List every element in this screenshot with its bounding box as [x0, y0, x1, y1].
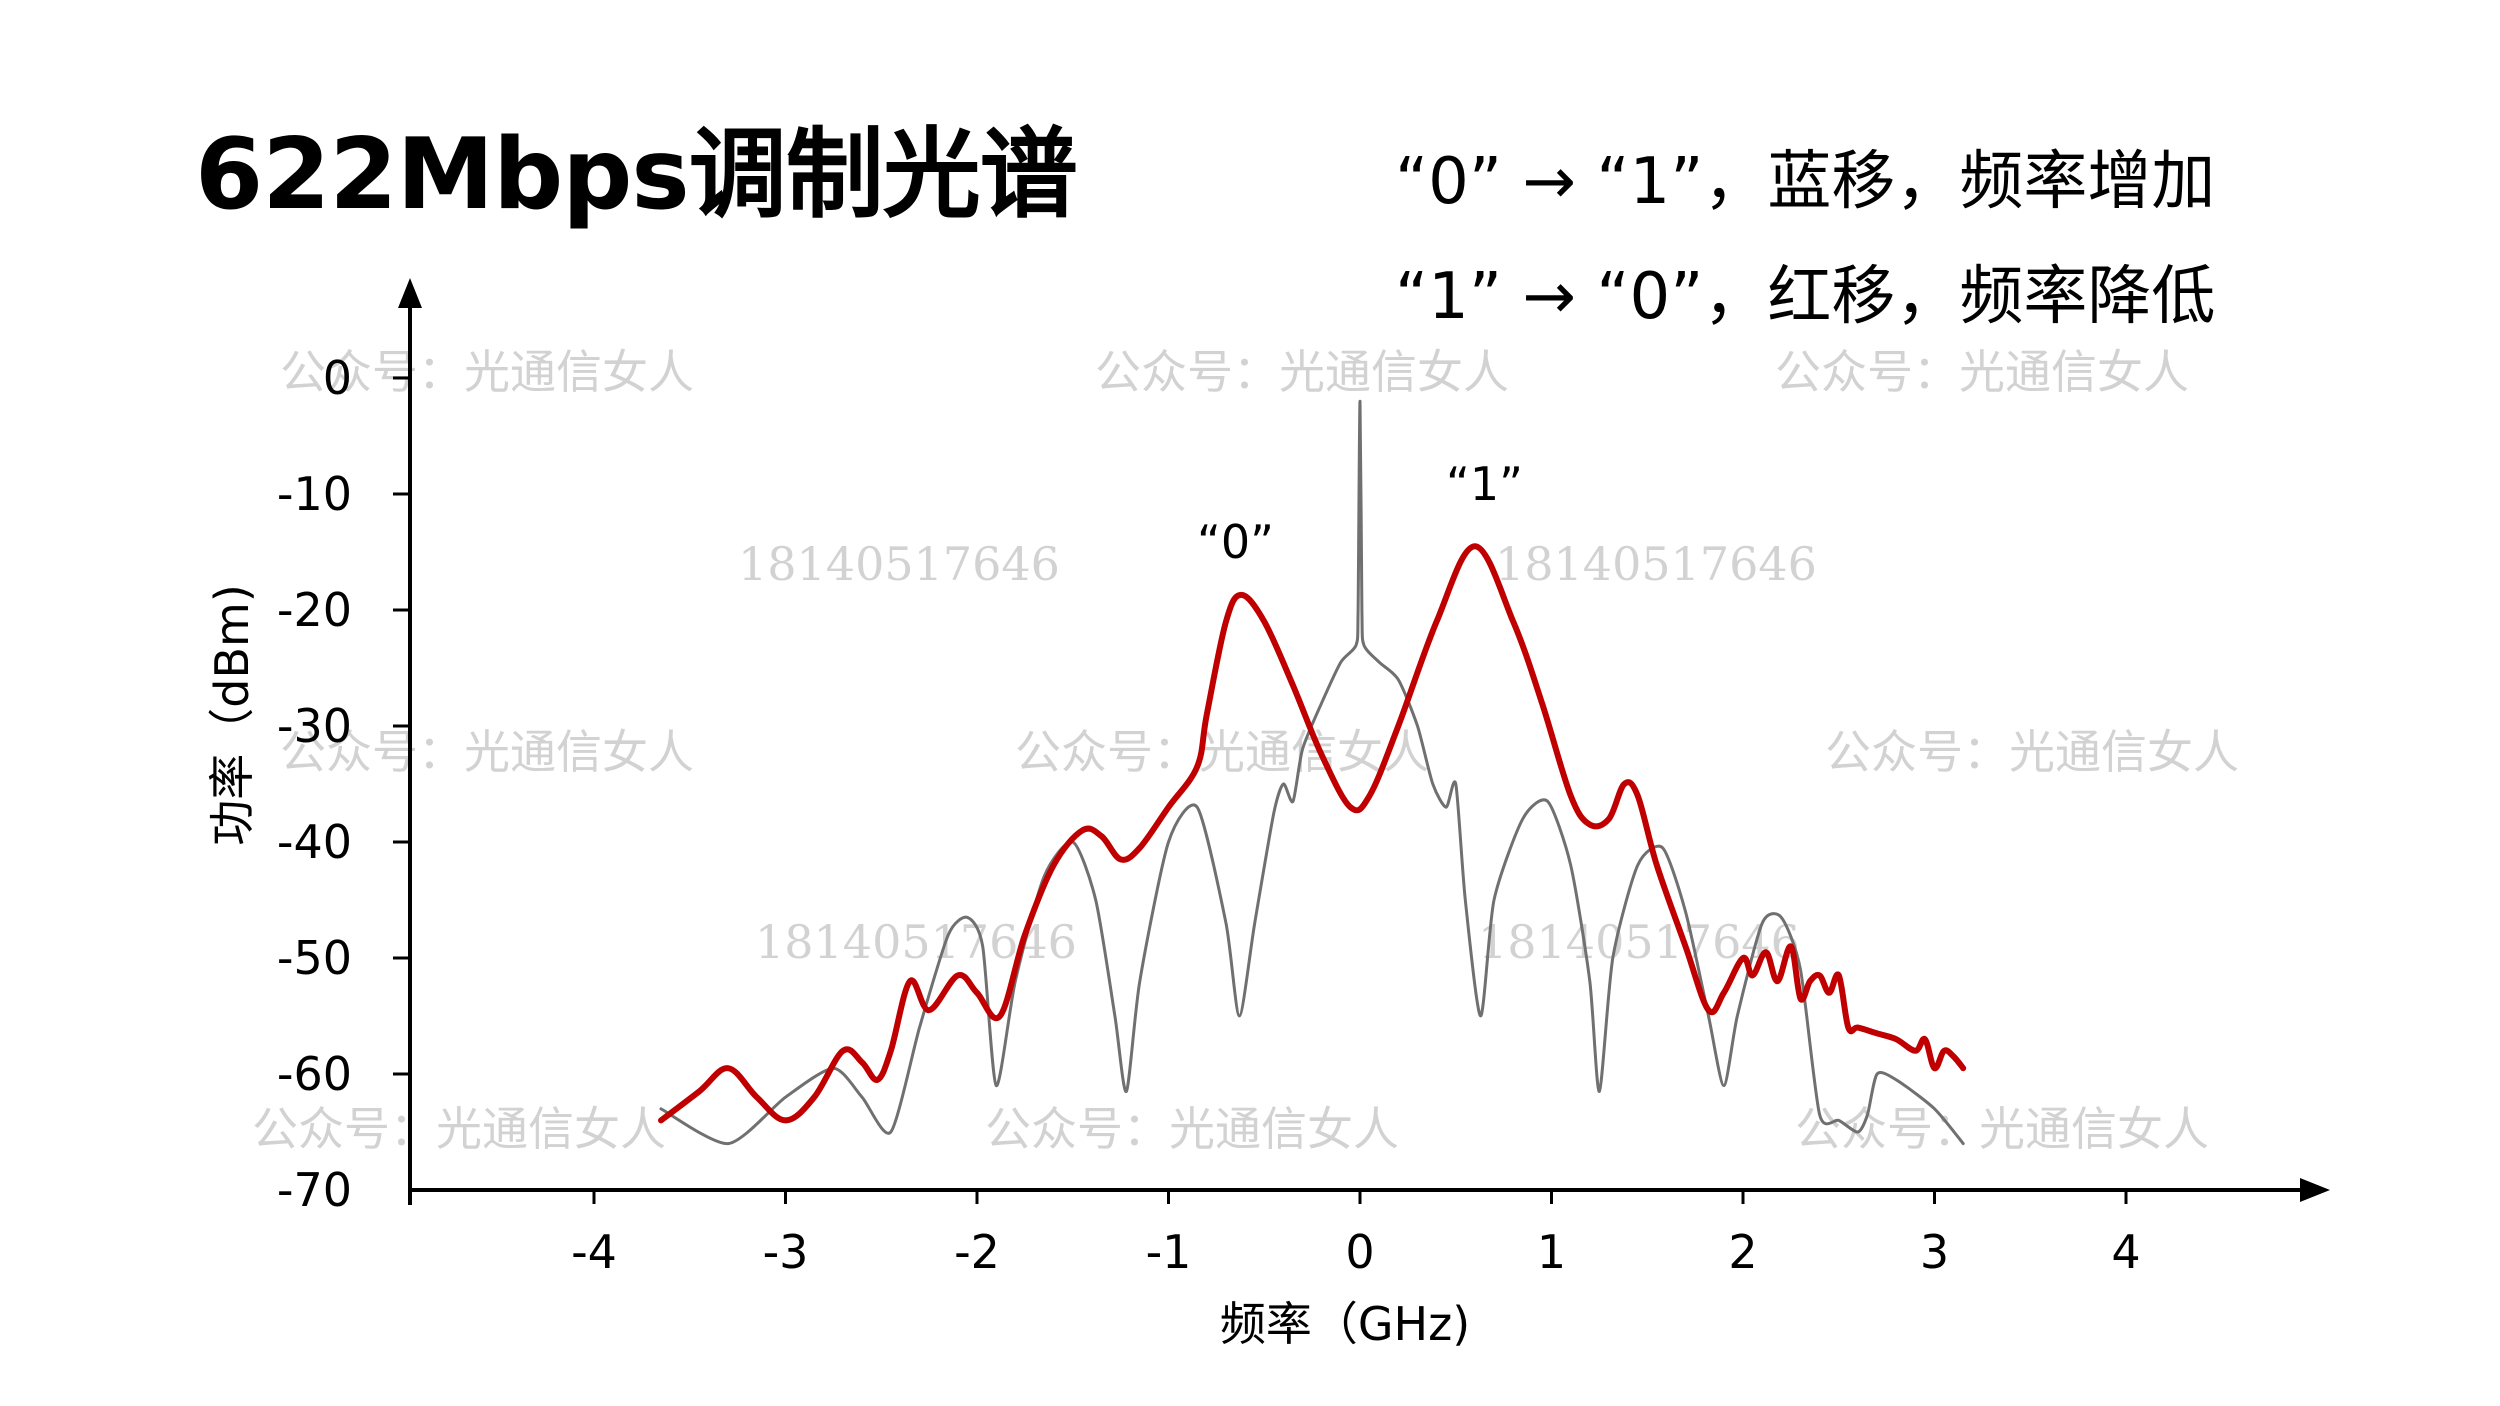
x-ticks: -4 -3 -2 -1 0 1 2 3 4	[571, 1190, 2141, 1279]
x-tick-label: 0	[1345, 1225, 1374, 1279]
x-tick-label: -4	[571, 1225, 617, 1279]
y-tick-label: -50	[277, 931, 352, 985]
x-tick-label: 1	[1537, 1225, 1566, 1279]
y-axis-title: 功率（dBm)	[205, 584, 259, 846]
watermark-text: 公众号：光通信女人	[1825, 725, 2239, 779]
watermark-text: 公众号：光通信女人	[1095, 345, 1509, 399]
watermark-text: 公众号：光通信女人	[985, 1102, 1399, 1156]
y-tick-label: -20	[277, 583, 352, 637]
y-ticks: 0 -10 -20 -30 -40 -50 -60 -70	[277, 351, 410, 1217]
page-title: 622Mbps调制光谱	[195, 118, 1078, 232]
reference-spectrum-line	[659, 399, 1965, 1146]
x-tick-label: -3	[763, 1225, 809, 1279]
y-axis-arrow-icon	[398, 278, 422, 308]
plot-area	[658, 399, 1967, 1146]
watermark-text: 公众号：光通信女人	[1795, 1102, 2209, 1156]
y-tick-label: 0	[323, 351, 352, 405]
y-tick-label: -40	[277, 815, 352, 869]
watermark-text: 公众号：光通信女人	[1015, 725, 1429, 779]
peak-label-zero: “0”	[1197, 515, 1274, 569]
watermark-text: 公众号：光通信女人	[1775, 345, 2189, 399]
peak-label-one: “1”	[1446, 457, 1523, 511]
watermark-layer: 公众号：光通信女人 公众号：光通信女人 公众号：光通信女人 1814051764…	[252, 345, 2239, 1156]
modulated-spectrum-line	[658, 543, 1967, 1124]
watermark-text: 18140517646	[1495, 537, 1817, 591]
blue-shift-note: “0” → “1”，蓝移，频率增加	[1395, 145, 2216, 219]
x-tick-label: 4	[2111, 1225, 2140, 1279]
y-tick-label: -30	[277, 699, 352, 753]
watermark-text: 公众号：光通信女人	[252, 1102, 666, 1156]
x-tick-label: 2	[1728, 1225, 1757, 1279]
red-shift-note: “1” → “0”，红移，频率降低	[1395, 260, 2216, 334]
y-tick-label: -10	[277, 467, 352, 521]
y-tick-label: -60	[277, 1047, 352, 1101]
x-tick-label: -1	[1146, 1225, 1192, 1279]
y-tick-label: -70	[277, 1163, 352, 1217]
x-tick-label: 3	[1920, 1225, 1949, 1279]
x-axis-title: 频率（GHz)	[1220, 1297, 1470, 1351]
watermark-text: 18140517646	[738, 537, 1060, 591]
watermark-text: 公众号：光通信女人	[280, 725, 694, 779]
watermark-text: 公众号：光通信女人	[280, 345, 694, 399]
x-axis-arrow-icon	[2300, 1178, 2330, 1202]
x-tick-label: -2	[954, 1225, 1000, 1279]
